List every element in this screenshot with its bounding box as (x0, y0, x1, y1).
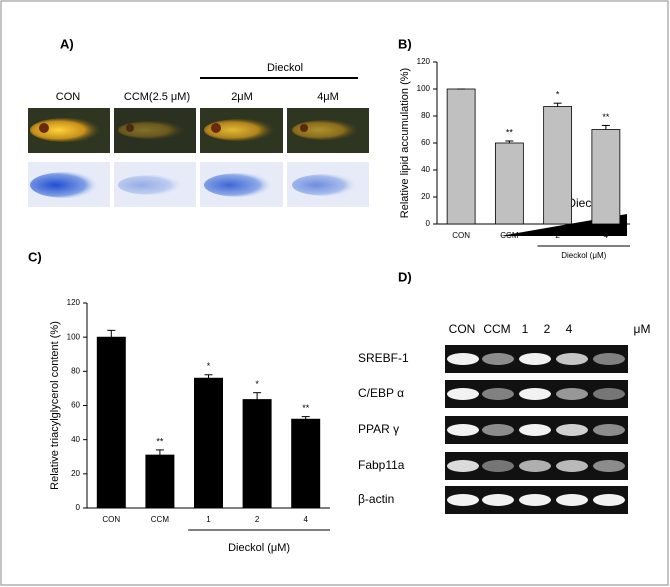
band (519, 494, 551, 506)
x-tick-label: CCM (500, 231, 519, 240)
panel-label: A) (60, 36, 74, 51)
gel: SREBF-1 C/EBP α PPAR γ Fabp11a β-actin (358, 345, 628, 514)
x-tick-label: 4 (303, 515, 308, 524)
significance: * (255, 379, 259, 389)
x-tick-label: 4 (604, 231, 609, 240)
group-label: Dieckol (μM) (561, 251, 606, 260)
unit-label: μM (634, 322, 651, 336)
y-axis-label: Relative lipid accumulation (%) (399, 68, 411, 218)
panel-label: D) (398, 269, 412, 284)
x-tick-label: 2 (555, 231, 560, 240)
band (482, 494, 514, 506)
band (519, 424, 551, 436)
column-label: CCM(2.5 μM) (124, 91, 190, 103)
bar (543, 106, 573, 225)
band (482, 424, 514, 436)
significance: ** (302, 403, 310, 413)
band (556, 424, 588, 436)
band (519, 353, 551, 365)
bar (145, 454, 175, 509)
y-tick-label: 120 (417, 57, 431, 66)
band (519, 460, 551, 472)
band (447, 460, 479, 472)
band (556, 460, 588, 472)
band (593, 424, 625, 436)
significance: ** (602, 112, 610, 122)
y-tick-label: 0 (426, 219, 431, 228)
lane-label: CON (449, 322, 476, 336)
panel-label: B) (398, 36, 412, 51)
band (447, 494, 479, 506)
significance: ** (506, 127, 514, 137)
band (593, 353, 625, 365)
y-tick-label: 40 (421, 165, 430, 174)
y-tick-label: 40 (71, 435, 80, 444)
band (556, 388, 588, 400)
significance: ** (156, 436, 164, 446)
band (556, 353, 588, 365)
group-label: Dieckol (267, 62, 303, 74)
band (447, 353, 479, 365)
gene-label: SREBF-1 (358, 351, 409, 365)
band (593, 460, 625, 472)
band (482, 460, 514, 472)
panel-label: C) (28, 249, 42, 264)
x-tick-label: 1 (206, 515, 211, 524)
bar (242, 399, 272, 509)
x-tick-label: CON (102, 515, 120, 524)
bar (446, 88, 476, 225)
x-tick-label: CCM (151, 515, 170, 524)
lane-label: 2 (544, 322, 551, 336)
band (556, 494, 588, 506)
band (447, 388, 479, 400)
x-tick-label: CON (452, 231, 470, 240)
gene-label: Fabp11a (358, 458, 405, 472)
band (593, 388, 625, 400)
gene-label: C/EBP α (358, 386, 404, 400)
y-tick-label: 80 (421, 111, 430, 120)
lane-label: 4 (566, 322, 573, 336)
column-label: 4μM (317, 91, 339, 103)
lane-label: 1 (522, 322, 529, 336)
y-tick-label: 100 (67, 332, 81, 341)
y-tick-label: 120 (67, 298, 81, 307)
y-tick-label: 20 (71, 469, 80, 478)
column-label: CON (56, 91, 81, 103)
y-tick-label: 20 (421, 192, 430, 201)
column-label: 2μM (231, 91, 253, 103)
lane-label: CCM (483, 322, 510, 336)
x-tick-label: 2 (255, 515, 260, 524)
gene-label: PPAR γ (358, 422, 399, 436)
y-axis-label: Relative triacylglycerol content (%) (49, 321, 61, 490)
band (519, 388, 551, 400)
significance: * (207, 361, 211, 371)
y-tick-label: 60 (421, 138, 430, 147)
gene-label: β-actin (358, 492, 394, 506)
bar (591, 129, 621, 225)
y-tick-label: 60 (71, 401, 80, 410)
bar (96, 336, 126, 509)
group-label: Dieckol (μM) (228, 542, 290, 554)
y-tick-label: 100 (417, 84, 431, 93)
y-tick-label: 80 (71, 366, 80, 375)
fish-images (28, 108, 369, 207)
significance: * (556, 90, 560, 100)
band (593, 494, 625, 506)
bar (494, 142, 524, 225)
y-tick-label: 0 (76, 503, 81, 512)
bar (291, 418, 321, 509)
band (447, 424, 479, 436)
band (482, 388, 514, 400)
bar (194, 377, 223, 509)
band (482, 353, 514, 365)
